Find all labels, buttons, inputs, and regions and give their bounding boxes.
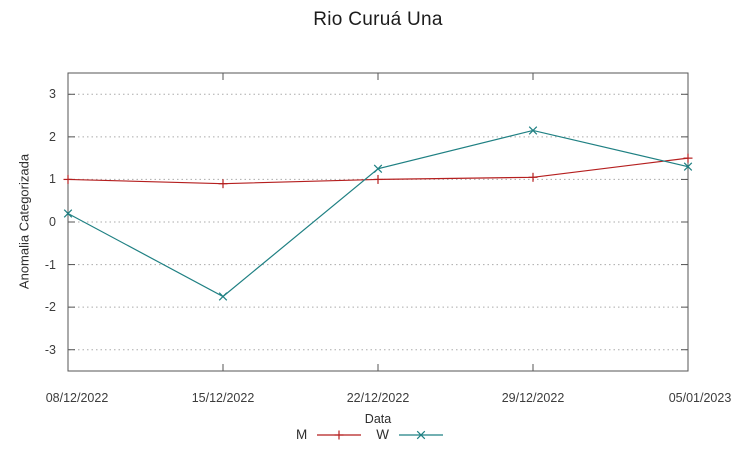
y-tick-label: -3: [44, 342, 56, 357]
legend-sample-line: [317, 430, 362, 439]
x-tick-label: 08/12/2022: [45, 391, 109, 405]
y-tick-label: 0: [49, 215, 56, 229]
legend-label: W: [376, 427, 389, 442]
x-tick-label: 15/12/2022: [191, 391, 255, 405]
legend-label: M: [296, 427, 308, 442]
chart-title: Rio Curuá Una: [313, 9, 443, 30]
x-tick-label: 05/01/2023: [668, 391, 732, 405]
legend-entry-W: W: [376, 427, 444, 442]
y-tick-label: 2: [49, 129, 56, 144]
y-tick-label: 1: [49, 172, 56, 187]
axes: [67, 72, 689, 372]
x-axis-label: Data: [364, 412, 392, 426]
x-tick-label: 29/12/2022: [501, 391, 565, 405]
x-tick-label: 22/12/2022: [346, 391, 410, 405]
series-W: [63, 126, 693, 301]
legend-entry-M: M: [296, 427, 362, 442]
gridlines: [69, 93, 687, 351]
series-M: [63, 153, 693, 189]
y-tick-label: -1: [44, 257, 56, 272]
y-tick-label: 3: [49, 87, 56, 102]
legend-sample-line: [399, 430, 443, 439]
y-tick-label: -2: [44, 300, 56, 315]
